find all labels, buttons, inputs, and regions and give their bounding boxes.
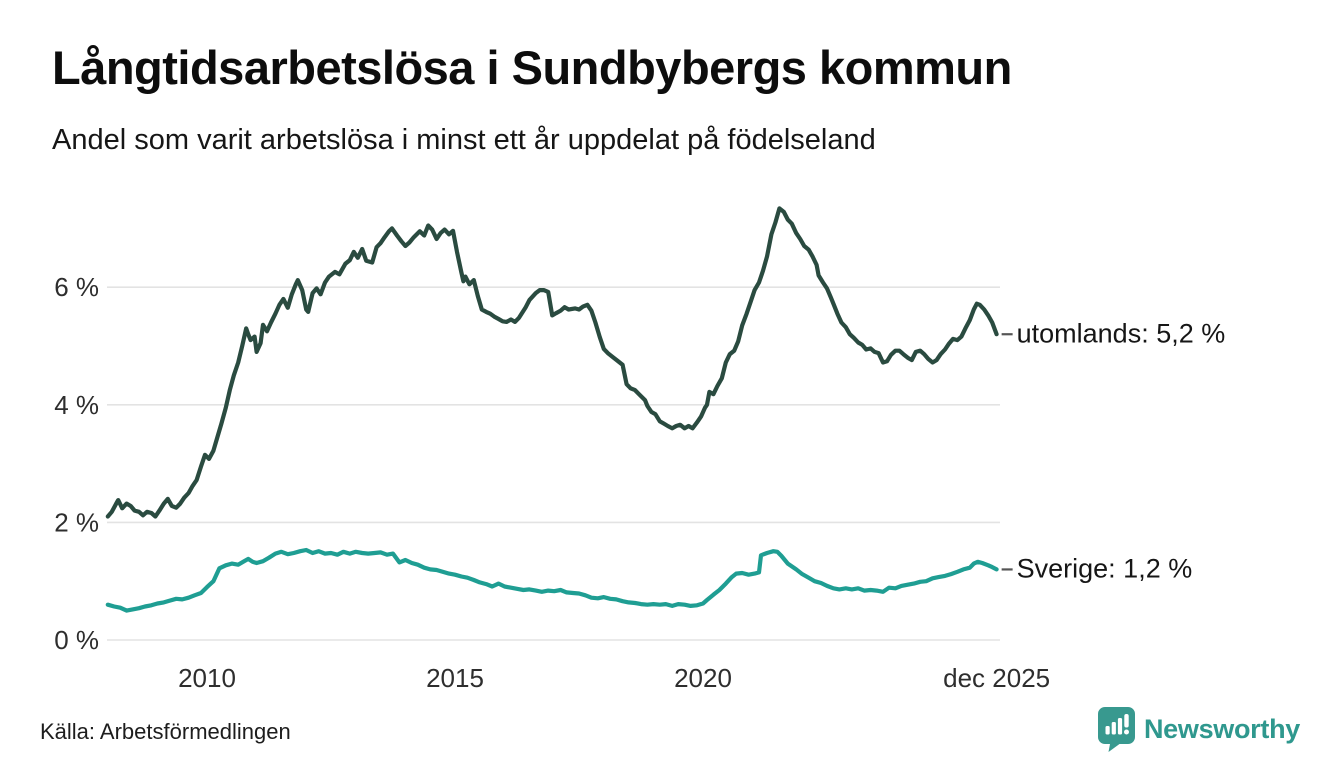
x-tick-label: 2010: [178, 663, 236, 693]
series-line-utomlands: [105, 206, 999, 519]
y-tick-label: 6 %: [54, 272, 99, 302]
page-title: Långtidsarbetslösa i Sundbybergs kommun: [52, 41, 1012, 94]
y-tick-label: 4 %: [54, 390, 99, 420]
series-label-sverige: Sverige: 1,2 %: [1016, 553, 1193, 584]
bar-icon-medium: [1111, 722, 1116, 735]
page-subtitle: Andel som varit arbetslösa i minst ett å…: [52, 124, 876, 156]
newsworthy-wordmark: Newsworthy: [1143, 714, 1300, 744]
source-note: Källa: Arbetsförmedlingen: [40, 719, 291, 744]
bar-icon-large: [1117, 718, 1123, 735]
x-tick-label: 2015: [426, 663, 484, 693]
series-line-sverige: [105, 547, 999, 613]
x-tick-label: 2020: [674, 663, 732, 693]
newsworthy-logo: Newsworthy: [1097, 707, 1300, 752]
y-tick-label: 2 %: [54, 507, 99, 537]
newsworthy-icon: [1097, 707, 1135, 752]
bar-icon-small: [1105, 726, 1110, 735]
exclamation-icon: [1124, 714, 1129, 728]
series-label-utomlands: utomlands: 5,2 %: [1016, 318, 1226, 349]
y-tick-label: 0 %: [54, 625, 99, 655]
x-tick-label: dec 2025: [943, 663, 1050, 693]
